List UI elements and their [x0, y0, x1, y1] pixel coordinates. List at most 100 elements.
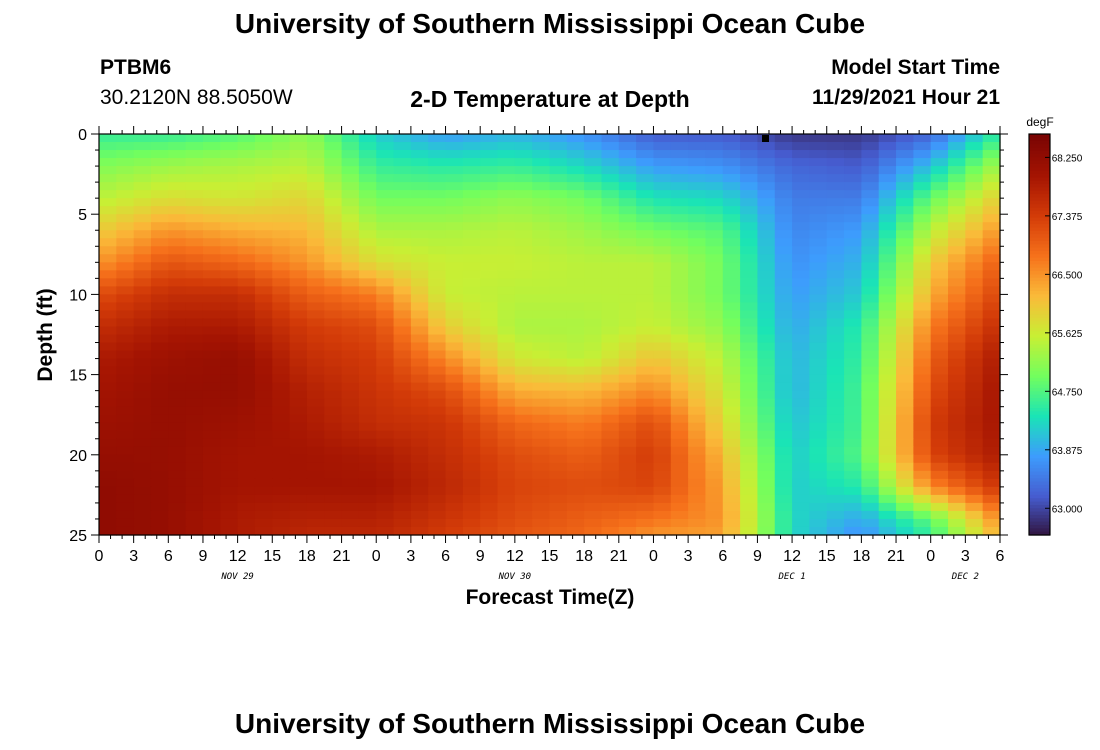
- heatmap-cell: [948, 350, 966, 360]
- heatmap-cell: [168, 494, 187, 504]
- heatmap-cell: [636, 486, 655, 496]
- heatmap-cell: [826, 398, 845, 408]
- x-tick-label: 6: [996, 548, 1005, 565]
- heatmap-cell: [792, 422, 811, 432]
- heatmap-cell: [497, 350, 516, 360]
- heatmap-cell: [410, 174, 429, 183]
- heatmap-cell: [410, 246, 429, 255]
- heatmap-cell: [965, 222, 984, 231]
- heatmap-cell: [878, 470, 897, 480]
- heatmap-cell: [445, 326, 464, 336]
- heatmap-cell: [688, 382, 707, 392]
- heatmap-cell: [982, 358, 1001, 368]
- heatmap-cell: [116, 158, 135, 167]
- heatmap-cell: [549, 214, 568, 223]
- heatmap-cell: [722, 270, 741, 279]
- heatmap-cell: [341, 230, 360, 239]
- heatmap-cell: [150, 502, 169, 512]
- heatmap-cell: [792, 470, 811, 480]
- heatmap-cell: [965, 294, 984, 304]
- heatmap-cell: [930, 286, 949, 295]
- heatmap-cell: [358, 174, 377, 183]
- heatmap-cell: [237, 206, 256, 215]
- heatmap-cell: [792, 406, 811, 416]
- heatmap-cell: [948, 134, 966, 143]
- heatmap-cell: [948, 422, 966, 432]
- heatmap-cell: [982, 478, 1001, 488]
- heatmap-cell: [341, 166, 360, 175]
- heatmap-cell: [514, 382, 533, 392]
- heatmap-cell: [930, 430, 949, 440]
- heatmap-cell: [688, 318, 707, 328]
- heatmap-cell: [566, 334, 585, 344]
- heatmap-cell: [913, 166, 932, 175]
- heatmap-cell: [549, 478, 568, 488]
- heatmap-cell: [532, 350, 551, 360]
- heatmap-cell: [636, 238, 655, 247]
- heatmap-cell: [532, 302, 551, 312]
- heatmap-cell: [341, 294, 360, 304]
- heatmap-cell: [705, 190, 724, 199]
- heatmap-cell: [965, 518, 984, 528]
- heatmap-cell: [861, 238, 880, 247]
- heatmap-cell: [878, 390, 897, 400]
- x-tick-label: 15: [818, 548, 836, 565]
- heatmap-cell: [532, 454, 551, 464]
- x-tick-label: 12: [783, 548, 801, 565]
- heatmap-cell: [705, 150, 724, 159]
- heatmap-cell: [254, 350, 273, 360]
- heatmap-cell: [168, 278, 187, 287]
- heatmap-cell: [410, 334, 429, 344]
- heatmap-cell: [792, 318, 811, 328]
- heatmap-cell: [844, 342, 862, 352]
- heatmap-cell: [445, 382, 464, 392]
- heatmap-cell: [150, 318, 169, 328]
- heatmap-cell: [740, 374, 759, 384]
- x-tick-label: 15: [541, 548, 559, 565]
- heatmap-cell: [913, 310, 932, 320]
- heatmap-cell: [324, 158, 343, 167]
- heatmap-cell: [462, 222, 481, 231]
- heatmap-cell: [358, 462, 377, 472]
- heatmap-cell: [809, 446, 828, 456]
- heatmap-cell: [237, 214, 256, 223]
- heatmap-cell: [289, 230, 308, 239]
- heatmap-cell: [497, 302, 516, 312]
- heatmap-cell: [133, 230, 152, 239]
- heatmap-cell: [740, 510, 759, 520]
- heatmap-cell: [306, 486, 325, 496]
- heatmap-cell: [445, 302, 464, 312]
- heatmap-cell: [965, 414, 984, 424]
- heatmap-cell: [878, 302, 897, 312]
- heatmap-cell: [930, 414, 949, 424]
- heatmap-cell: [393, 382, 412, 392]
- heatmap-cell: [913, 510, 932, 520]
- heatmap-cell: [480, 278, 499, 287]
- heatmap-cell: [116, 286, 135, 295]
- colorbar-segment: [1029, 150, 1050, 155]
- heatmap-cell: [306, 294, 325, 304]
- colorbar-segment: [1029, 484, 1050, 489]
- heatmap-cell: [393, 182, 412, 191]
- heatmap-cell: [757, 494, 776, 504]
- heatmap-cell: [601, 462, 620, 472]
- heatmap-cell: [774, 398, 793, 408]
- heatmap-cell: [722, 454, 741, 464]
- heatmap-cell: [480, 206, 499, 215]
- heatmap-cell: [549, 254, 568, 263]
- colorbar-segment: [1029, 438, 1050, 443]
- heatmap-cell: [410, 222, 429, 231]
- heatmap-cell: [254, 470, 273, 480]
- heatmap-cell: [653, 174, 672, 183]
- heatmap-cell: [532, 398, 551, 408]
- heatmap-cell: [306, 398, 325, 408]
- heatmap-cell: [601, 150, 620, 159]
- heatmap-cell: [757, 166, 776, 175]
- heatmap-cell: [254, 270, 273, 279]
- heatmap-cell: [982, 222, 1001, 231]
- heatmap-cell: [237, 374, 256, 384]
- heatmap-cell: [584, 470, 603, 480]
- heatmap-cell: [202, 334, 221, 344]
- heatmap-cell: [913, 414, 932, 424]
- heatmap-cell: [133, 134, 152, 143]
